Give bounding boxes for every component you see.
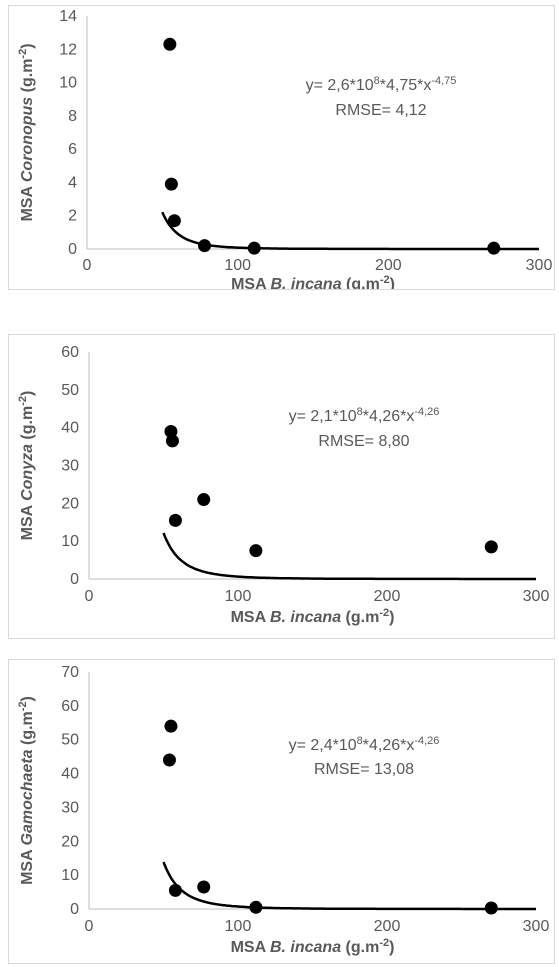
c0-x-axis-label: MSA B. incana (g.m-2) bbox=[231, 274, 395, 289]
c2-fit-curve bbox=[162, 861, 536, 911]
c2-y-tick-label: 30 bbox=[61, 799, 79, 816]
c0-equation-label: y= 2,6*108*4,75*x-4,75 bbox=[306, 75, 457, 94]
c1-data-point bbox=[249, 544, 263, 558]
c1-y-tick-label: 30 bbox=[61, 458, 79, 475]
c1-equation-label: y= 2,1*108*4,26*x-4,26 bbox=[289, 406, 440, 425]
chart-panel-conyza: 0 10 20 30 40 50 60 0 100 200 300 MSA B. incana (g.… bbox=[8, 334, 555, 639]
c1-x-tick-label: 300 bbox=[523, 588, 550, 605]
c2-x-axis-label: MSA B. incana (g.m-2) bbox=[231, 937, 395, 956]
c0-data-point bbox=[163, 37, 177, 51]
c0-y-tick-label: 4 bbox=[68, 174, 77, 191]
c1-data-point bbox=[165, 434, 179, 448]
c1-y-tick-label: 40 bbox=[61, 420, 79, 437]
c2-x-tick-label: 200 bbox=[374, 918, 401, 935]
c2-y-axis-label: MSA Gamochaeta (g.m-2) bbox=[17, 696, 36, 885]
c0-data-point bbox=[198, 239, 212, 253]
chart-panel-gamochaeta: 0 10 20 30 40 50 60 70 0 100 200 300 MSA B. incana (… bbox=[8, 659, 555, 964]
c1-y-tick-label: 0 bbox=[70, 571, 79, 588]
c1-y-tick-label: 60 bbox=[61, 344, 79, 361]
chart-gamochaeta: 0 10 20 30 40 50 60 70 0 100 200 300 MSA B. incana (… bbox=[17, 664, 550, 956]
c0-x-tick-label: 200 bbox=[375, 257, 402, 274]
c2-data-point bbox=[197, 880, 211, 894]
c2-data-point bbox=[162, 753, 176, 767]
c2-rmse-label: RMSE= 13,08 bbox=[314, 761, 414, 778]
c0-data-point bbox=[167, 214, 181, 228]
c1-data-point bbox=[197, 493, 211, 507]
chart-panel-coronopus: 0 2 4 6 8 10 12 14 0 100 200 300 MSA B. incana (g.m-… bbox=[8, 5, 555, 290]
c1-rmse-label: RMSE= 8,80 bbox=[318, 433, 409, 450]
c2-equation-label: y= 2,4*108*4,26*x-4,26 bbox=[289, 735, 440, 754]
c1-y-tick-label: 10 bbox=[61, 533, 79, 550]
c2-data-point bbox=[249, 900, 263, 914]
c0-y-tick-label: 10 bbox=[59, 75, 77, 92]
c0-x-tick-label: 100 bbox=[224, 257, 251, 274]
c0-fit-curve bbox=[161, 211, 539, 251]
chart-coronopus: 0 2 4 6 8 10 12 14 0 100 200 300 MSA B. incana (g.m-… bbox=[17, 8, 553, 289]
c2-y-tick-label: 60 bbox=[61, 698, 79, 715]
c0-y-tick-label: 6 bbox=[68, 141, 77, 158]
c0-y-axis-label: MSA Coronopus (g.m-2) bbox=[17, 43, 36, 221]
c1-data-point bbox=[484, 540, 498, 554]
c1-x-axis-label: MSA B. incana (g.m-2) bbox=[231, 607, 395, 626]
c2-x-tick-label: 300 bbox=[523, 918, 550, 935]
c1-fit-curve bbox=[162, 532, 536, 581]
c2-x-tick-label: 100 bbox=[225, 918, 252, 935]
c0-data-point bbox=[487, 241, 501, 255]
c0-y-tick-label: 2 bbox=[68, 208, 77, 225]
c2-y-tick-label: 20 bbox=[61, 833, 79, 850]
c0-data-point bbox=[164, 177, 178, 191]
c0-x-tick-label: 300 bbox=[526, 257, 553, 274]
c2-y-tick-label: 10 bbox=[61, 867, 79, 884]
c2-y-tick-label: 50 bbox=[61, 732, 79, 749]
c2-data-point bbox=[164, 719, 178, 733]
c2-x-tick-label: 0 bbox=[85, 918, 94, 935]
c2-y-tick-label: 0 bbox=[70, 901, 79, 918]
c1-y-tick-label: 20 bbox=[61, 495, 79, 512]
c2-data-point bbox=[168, 883, 182, 897]
c1-x-tick-label: 100 bbox=[225, 588, 252, 605]
c1-data-point bbox=[168, 513, 182, 527]
c0-y-tick-label: 0 bbox=[68, 241, 77, 258]
c2-data-point bbox=[484, 901, 498, 915]
c1-y-tick-label: 50 bbox=[61, 382, 79, 399]
c1-y-axis-label: MSA Conyza (g.m-2) bbox=[17, 391, 36, 541]
c1-x-tick-label: 0 bbox=[85, 588, 94, 605]
c0-x-tick-label: 0 bbox=[83, 257, 92, 274]
c1-x-tick-label: 200 bbox=[374, 588, 401, 605]
c0-y-tick-label: 14 bbox=[59, 8, 77, 25]
c2-y-tick-label: 70 bbox=[61, 664, 79, 681]
c0-y-tick-label: 8 bbox=[68, 108, 77, 125]
chart-conyza: 0 10 20 30 40 50 60 0 100 200 300 MSA B. incana (g.… bbox=[17, 344, 550, 626]
c0-rmse-label: RMSE= 4,12 bbox=[335, 102, 426, 119]
c0-data-point bbox=[247, 241, 261, 255]
c2-y-tick-label: 40 bbox=[61, 766, 79, 783]
c0-y-tick-label: 12 bbox=[59, 41, 77, 58]
